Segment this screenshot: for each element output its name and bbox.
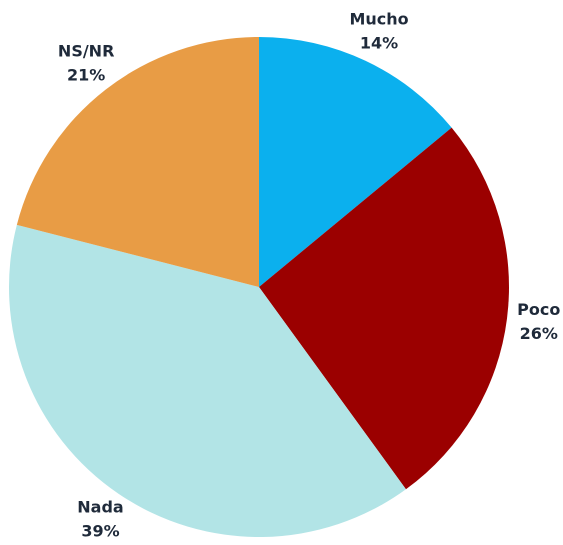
slice-value-label: 39% [81,522,119,541]
pie-slice [16,37,259,287]
slice-label: Nada [77,498,123,517]
pie-slice [8,224,406,538]
pie-slice [259,127,510,490]
slice-label: NS/NR [58,42,114,61]
slice-value-label: 14% [360,33,398,52]
pie-slice [259,37,452,287]
slice-label: Mucho [349,9,408,28]
slice-value-label: 21% [67,66,105,85]
slice-value-label: 26% [520,324,558,343]
slice-label: Poco [517,300,560,319]
